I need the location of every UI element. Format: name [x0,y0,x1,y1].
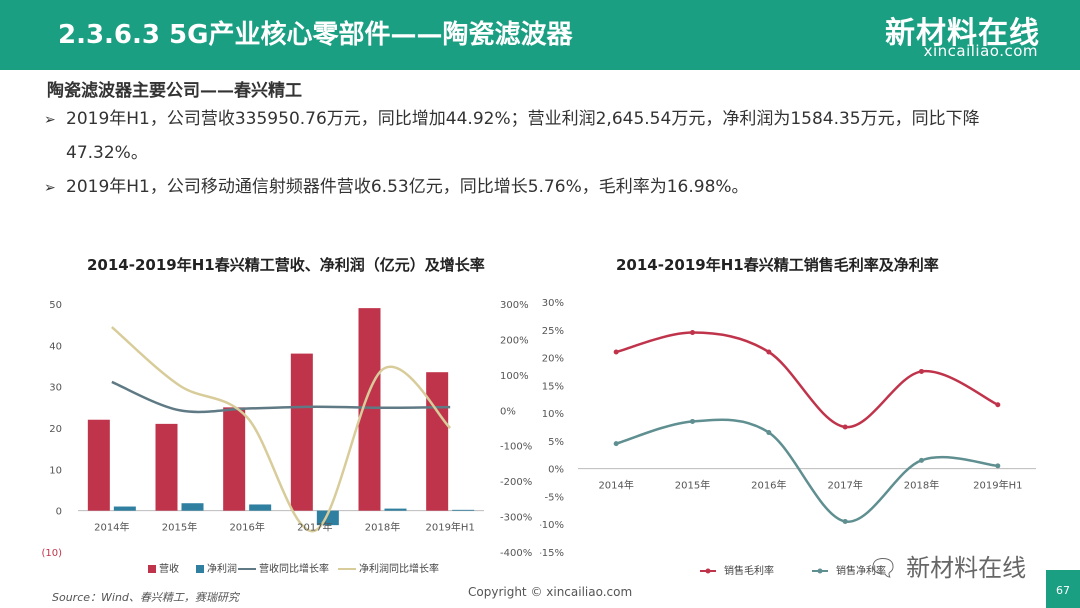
y-tick-label: 20% [542,354,564,365]
legend-swatch [196,565,204,573]
header-bar: 2.3.6.3 5G产业核心零部件——陶瓷滤波器 新材料在线 xincailia… [0,0,1080,70]
legend-label: 销售净利率 [836,564,886,577]
x-tick-label: 2018年 [904,479,939,492]
y-right-tick-label: -200% [500,477,532,488]
legend-label: 营收 [159,562,179,575]
line-gross-margin [615,331,999,429]
copyright-text: Copyright © xincailiao.com [468,585,633,599]
data-point [690,418,695,424]
page-number-badge [1046,570,1080,608]
chart2-title: 2014-2019年H1春兴精工销售毛利率及净利率 [616,256,939,274]
data-point [766,430,772,436]
bar-revenue [155,423,178,511]
bullet-item: ➢ 2019年H1，公司移动通信射频器件营收6.53亿元，同比增长5.76%，毛利… [44,172,1034,203]
data-point [613,441,619,447]
wechat-text: 新材料在线 [906,554,1027,582]
bar-net-profit [249,504,272,511]
bullet-item: ➢ 2019年H1，公司营收335950.76万元，同比增加44.92%；营业利润… [44,104,1034,135]
y-left-tick-label: 0 [56,507,62,518]
y-right-tick-label: -300% [500,513,532,524]
logo-text: 新材料在线 [885,16,1040,51]
bar-revenue [223,407,246,511]
y-tick-label: -15% [540,548,564,559]
bullet-text: 2019年H1，公司移动通信射频器件营收6.53亿元，同比增长5.76%，毛利率… [66,177,749,197]
y-right-tick-label: 0% [500,406,516,417]
data-point [842,424,848,430]
line-revenue-growth [111,380,451,414]
data-point [995,463,1001,469]
x-tick-label: 2017年 [297,521,332,534]
page-title: 2.3.6.3 5G产业核心零部件——陶瓷滤波器 [58,20,573,50]
bullet-text: 2019年H1，公司营收335950.76万元，同比增加44.92%；营业利润2… [66,109,980,129]
bullet-text-continued: 47.32%。 [66,143,148,163]
bar-revenue [87,419,110,511]
y-tick-label: -5% [545,492,564,503]
bar-revenue [358,308,381,511]
x-tick-label: 2014年 [598,479,633,492]
revenue-profit-chart: (10) 0 10 20 30 40 50 -400% -300% -200% -100% 0% 100… [41,300,532,575]
legend-label: 销售毛利率 [724,564,774,577]
y-right-tick-label: -400% [500,548,532,559]
bar-net-profit [452,509,475,511]
bar-net-profit [384,508,407,511]
bar-revenue [426,372,449,511]
legend-swatch [148,565,156,573]
x-tick-label: 2019年H1 [973,479,1022,492]
data-point [919,368,924,374]
data-point [613,349,619,355]
y-tick-label: -10% [540,520,564,531]
line-net-margin [615,418,998,523]
y-right-tick-label: 300% [500,300,529,311]
y-left-tick-label: 10 [49,465,62,476]
y-tick-label: 30% [542,298,564,309]
y-right-tick-label: 100% [500,371,529,382]
y-right-tick-label: 200% [500,335,529,346]
legend-marker [705,568,711,574]
section-subtitle: 陶瓷滤波器主要公司——春兴精工 [47,81,302,101]
data-point [690,330,695,336]
y-left-tick-label: 30 [49,383,62,394]
arrow-bullet-icon: ➢ [44,112,56,128]
y-tick-label: 0% [548,465,564,476]
y-left-tick-label: 50 [49,300,62,311]
y-tick-label: 25% [542,326,564,337]
line-profit-growth [111,326,452,533]
legend-marker [817,568,823,574]
arrow-bullet-icon: ➢ [44,180,56,196]
y-tick-label: 5% [548,437,564,448]
page-number: 67 [1056,584,1070,597]
source-note: Source：Wind、春兴精工，赛瑞研究 [52,591,239,604]
data-point [919,457,924,463]
x-tick-label: 2016年 [751,479,786,492]
x-tick-label: 2014年 [94,521,129,534]
legend-label: 净利润 [207,562,237,575]
y-left-tick-label: 20 [49,424,62,435]
x-tick-label: 2018年 [365,521,400,534]
logo-url: xincailiao.com [923,42,1038,60]
bar-net-profit [113,506,136,511]
data-point [842,518,848,524]
data-point [766,349,772,355]
x-tick-label: 2015年 [162,521,197,534]
x-tick-label: 2019年H1 [425,521,474,534]
y-left-tick-label: (10) [41,548,62,559]
y-left-tick-label: 40 [49,341,62,352]
y-tick-label: 10% [542,409,564,420]
legend-label: 营收同比增长率 [259,562,329,575]
y-right-tick-label: -100% [500,442,532,453]
legend-label: 净利润同比增长率 [359,562,439,575]
bar-revenue [290,353,313,511]
margin-chart: -15% -10% -5% 0% 5% 10% 15% 20% 25% 30% 2014年 2015年… [540,298,1036,577]
bar-net-profit [181,503,204,511]
wechat-watermark: 🗨 新材料在线 [868,554,1027,582]
x-tick-label: 2017年 [827,479,862,492]
x-tick-label: 2016年 [229,521,264,534]
y-tick-label: 15% [542,381,564,392]
x-tick-label: 2015年 [675,479,710,492]
data-point [995,402,1001,408]
chart1-title: 2014-2019年H1春兴精工营收、净利润（亿元）及增长率 [87,256,485,274]
